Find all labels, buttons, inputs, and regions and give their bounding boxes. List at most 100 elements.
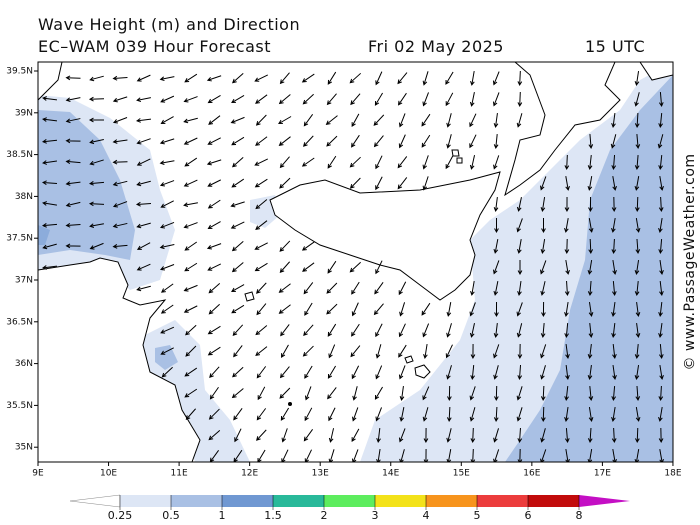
arrow: [422, 155, 429, 170]
arrow: [183, 202, 198, 208]
arrow: [159, 244, 175, 250]
arrow: [658, 238, 664, 255]
arrow: [351, 428, 360, 443]
arrow: [564, 196, 570, 213]
arrow: [233, 408, 243, 421]
arrow: [611, 218, 616, 233]
arrow: [421, 134, 431, 148]
arrow: [612, 260, 617, 275]
arrow: [278, 116, 292, 125]
arrow: [588, 196, 593, 213]
arrow: [493, 322, 499, 338]
arrow: [65, 159, 81, 165]
legend-label: 0.5: [162, 509, 180, 522]
arrow: [65, 243, 81, 249]
arrow: [399, 407, 405, 422]
arrow: [41, 180, 58, 186]
arrow: [540, 385, 546, 402]
arrow: [564, 322, 569, 339]
arrow: [136, 158, 151, 166]
arrow: [304, 407, 313, 422]
arrow: [634, 92, 640, 107]
arrow: [517, 239, 522, 254]
arrow: [634, 365, 640, 380]
arrow: [375, 260, 383, 275]
arrow: [423, 427, 429, 444]
arrow: [493, 365, 499, 380]
arrow: [588, 385, 594, 402]
arrow: [185, 345, 197, 357]
legend-label: 0.25: [108, 509, 133, 522]
arrow: [469, 302, 476, 317]
arrow: [42, 96, 58, 101]
arrow: [112, 244, 128, 249]
arrow: [232, 324, 244, 336]
arrow: [635, 218, 641, 233]
arrow: [564, 407, 569, 422]
legend-label: 1: [219, 509, 226, 522]
malta: [414, 364, 431, 379]
arrow: [208, 115, 221, 125]
legend-swatch: [171, 495, 222, 507]
arrow: [492, 92, 500, 107]
legend-label: 6: [525, 509, 532, 522]
arrow: [279, 387, 291, 399]
legend-label: 2: [321, 509, 328, 522]
arrow: [112, 222, 128, 229]
arrow: [206, 243, 222, 250]
arrow: [256, 429, 267, 441]
lon-label: 10E: [100, 469, 117, 479]
arrow: [159, 264, 175, 271]
arrow: [517, 364, 523, 381]
arrow: [588, 238, 594, 255]
arrow: [517, 343, 523, 360]
arrow: [397, 72, 408, 85]
arrow: [659, 449, 664, 462]
arrow: [447, 385, 452, 402]
arrow: [657, 134, 664, 149]
arrow: [112, 139, 128, 144]
arrow: [184, 367, 198, 377]
arrow: [658, 196, 664, 213]
arrow: [493, 406, 499, 423]
arrow: [422, 71, 429, 86]
arrow: [565, 449, 570, 462]
arrow: [159, 160, 175, 165]
legend-swatch: [324, 495, 375, 507]
arrow: [517, 448, 523, 462]
arrow: [493, 449, 500, 462]
arrow: [206, 75, 222, 82]
arrow: [421, 113, 431, 127]
lat-label: 36.5N: [6, 317, 33, 327]
arrow: [494, 385, 499, 402]
arrow: [352, 386, 358, 401]
arrow: [281, 428, 288, 443]
arrow: [634, 427, 640, 444]
arrow: [565, 176, 570, 191]
legend-swatch: [375, 495, 426, 507]
arrow: [422, 92, 429, 107]
arrow: [611, 407, 616, 422]
arrow: [397, 177, 408, 190]
legend-label: 3: [372, 509, 379, 522]
arrow: [587, 364, 593, 380]
arrow: [351, 113, 360, 128]
arrow: [159, 180, 175, 187]
arrow: [375, 407, 382, 422]
arrow: [470, 364, 475, 381]
wave-direction-arrows: [41, 70, 664, 462]
arrow: [564, 385, 569, 401]
color-legend: 0.25 0.5 1 1.5 2 3 4 5 6 8: [69, 494, 630, 522]
arrow: [587, 260, 593, 275]
arrow: [422, 407, 429, 422]
arrow: [208, 408, 220, 420]
arrow: [184, 241, 198, 251]
arrow: [375, 176, 383, 191]
arrow: [564, 154, 570, 171]
arrow: [446, 134, 452, 149]
arrow: [89, 75, 104, 82]
arrow: [209, 386, 219, 400]
arrow: [65, 97, 81, 103]
arrow: [635, 301, 641, 317]
